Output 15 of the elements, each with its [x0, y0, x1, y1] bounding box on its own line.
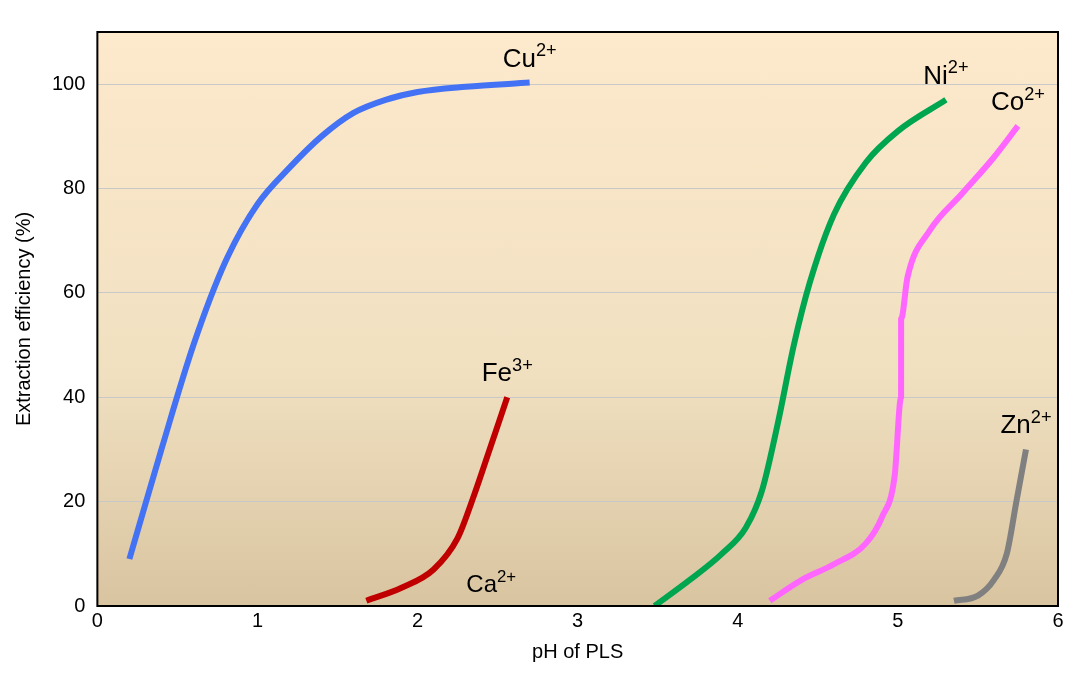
- y-tick-label: 20: [63, 489, 86, 512]
- y-tick-label: 40: [63, 384, 86, 407]
- y-tick-label: 80: [63, 176, 86, 199]
- x-tick-label: 1: [251, 608, 264, 631]
- y-tick-label: 100: [51, 71, 86, 94]
- x-tick-label: 2: [412, 608, 424, 631]
- y-tick-label: 60: [63, 280, 86, 303]
- x-tick-label: 6: [1052, 608, 1064, 631]
- x-tick-label: 3: [572, 608, 584, 631]
- x-tick-label: 4: [732, 608, 744, 631]
- y-tick-label: 0: [74, 593, 86, 616]
- y-axis-title: Extraction efficiency (%): [11, 211, 34, 427]
- x-axis-title: pH of PLS: [532, 639, 624, 662]
- x-tick-label: 5: [892, 608, 904, 631]
- x-tick-label: 0: [91, 608, 103, 631]
